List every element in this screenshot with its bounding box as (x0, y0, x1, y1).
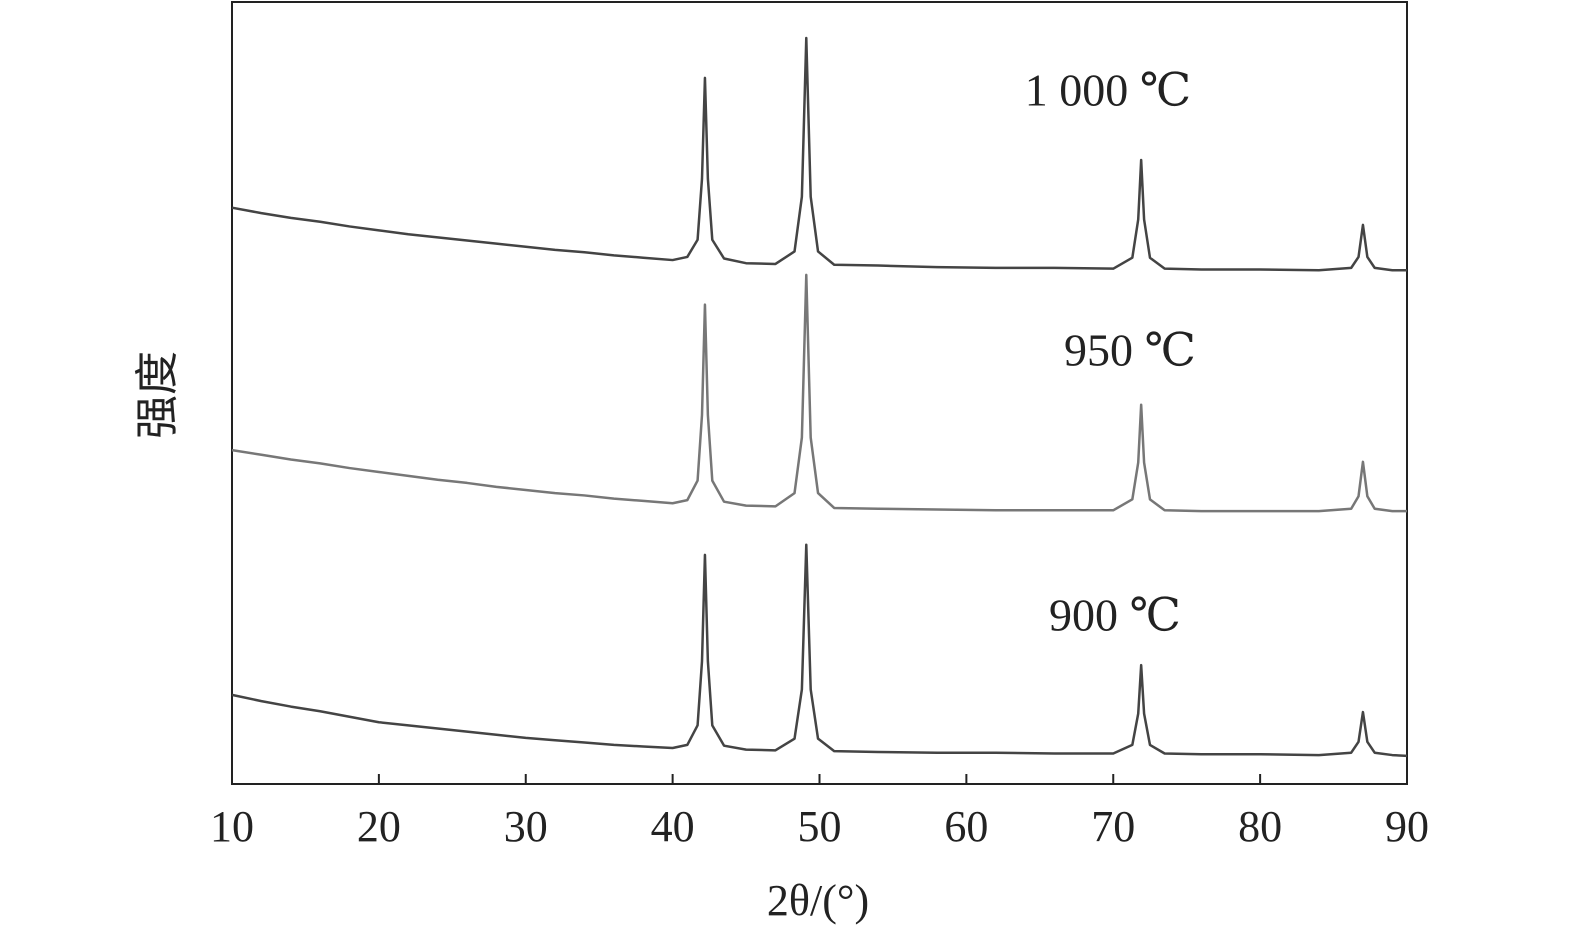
xrd-line (231, 273, 1407, 513)
series-label: 900 ℃ (1049, 590, 1181, 641)
x-tick-label: 10 (210, 802, 254, 851)
x-tick-label: 30 (504, 802, 548, 851)
x-tick-label: 70 (1091, 802, 1135, 851)
xrd-line (231, 36, 1407, 272)
x-tick-label: 50 (798, 802, 842, 851)
x-tick-label: 80 (1238, 802, 1282, 851)
x-tick-label: 60 (944, 802, 988, 851)
x-tick-label: 20 (357, 802, 401, 851)
x-axis-label: 2θ/(°) (767, 876, 869, 925)
x-tick-label: 40 (651, 802, 695, 851)
series-label: 950 ℃ (1064, 325, 1196, 376)
xrd-line (231, 543, 1408, 758)
x-tick-label: 90 (1385, 802, 1429, 851)
series-label: 1 000 ℃ (1025, 65, 1191, 116)
y-axis-label: 强度 (133, 351, 182, 439)
plot-frame (231, 1, 1408, 785)
